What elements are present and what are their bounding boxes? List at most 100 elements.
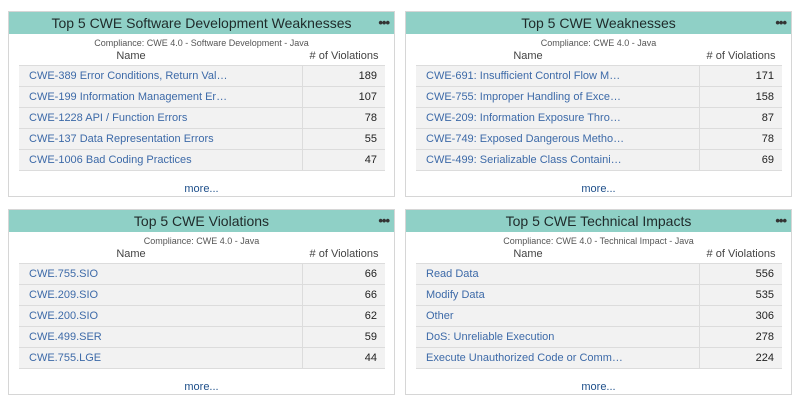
table-row: CWE.755.SIO 66 — [19, 264, 385, 285]
row-name-link[interactable]: CWE-199 Information Management Er… — [19, 87, 303, 107]
table-header: Name # of Violations — [416, 247, 782, 261]
more-link[interactable]: more... — [581, 381, 616, 393]
table-body: Read Data 556 Modify Data 535 Other 306 … — [416, 263, 782, 369]
table-body: CWE.755.SIO 66 CWE.209.SIO 66 CWE.200.SI… — [19, 263, 385, 369]
row-name-link[interactable]: CWE-209: Information Exposure Thro… — [416, 108, 700, 128]
more-options-icon[interactable]: ••• — [775, 213, 787, 228]
row-violation-count: 535 — [755, 289, 774, 301]
widget-title: Top 5 CWE Software Development Weaknesse… — [51, 15, 352, 31]
more-link[interactable]: more... — [581, 183, 616, 195]
row-violation-count: 224 — [755, 352, 774, 364]
table-row: CWE.200.SIO 62 — [19, 306, 385, 327]
row-violation-count: 107 — [358, 91, 377, 103]
row-violation-count: 44 — [364, 352, 377, 364]
table-row: Modify Data 535 — [416, 285, 782, 306]
widget-title: Top 5 CWE Weaknesses — [521, 15, 676, 31]
table-row: CWE.499.SER 59 — [19, 327, 385, 348]
row-name-link[interactable]: CWE.209.SIO — [19, 285, 303, 305]
row-name-link[interactable]: Execute Unauthorized Code or Comm… — [416, 348, 700, 368]
table-row: Execute Unauthorized Code or Comm… 224 — [416, 348, 782, 369]
row-violation-count: 171 — [755, 70, 774, 82]
table-body: CWE-691: Insufficient Control Flow M… 17… — [416, 65, 782, 171]
table-header: Name # of Violations — [416, 49, 782, 63]
column-header-violations: # of Violations — [706, 50, 776, 62]
more-options-icon[interactable]: ••• — [378, 15, 390, 30]
table-row: CWE-199 Information Management Er… 107 — [19, 87, 385, 108]
table-row: CWE-137 Data Representation Errors 55 — [19, 129, 385, 150]
table-row: CWE-755: Improper Handling of Exce… 158 — [416, 87, 782, 108]
row-name-link[interactable]: Other — [416, 306, 700, 326]
row-name-link[interactable]: CWE-755: Improper Handling of Exce… — [416, 87, 700, 107]
table-row: CWE-209: Information Exposure Thro… 87 — [416, 108, 782, 129]
table-row: CWE-691: Insufficient Control Flow M… 17… — [416, 66, 782, 87]
row-name-link[interactable]: CWE-1006 Bad Coding Practices — [19, 150, 303, 170]
widget-panel: Top 5 CWE Software Development Weaknesse… — [8, 11, 395, 197]
table-row: CWE.755.LGE 44 — [19, 348, 385, 369]
widget-panel: Top 5 CWE Technical Impacts ••• Complian… — [405, 209, 792, 395]
row-violation-count: 47 — [364, 154, 377, 166]
table-row: CWE-499: Serializable Class Containi… 69 — [416, 150, 782, 171]
widget-subtitle: Compliance: CWE 4.0 - Java — [143, 236, 260, 246]
widget-title: Top 5 CWE Technical Impacts — [505, 213, 692, 229]
row-violation-count: 78 — [761, 133, 774, 145]
table-row: CWE.209.SIO 66 — [19, 285, 385, 306]
table-row: CWE-749: Exposed Dangerous Metho… 78 — [416, 129, 782, 150]
column-header-name: Name — [513, 248, 543, 260]
column-header-name: Name — [116, 248, 146, 260]
row-name-link[interactable]: CWE.755.LGE — [19, 348, 303, 368]
widget-header: Top 5 CWE Software Development Weaknesse… — [9, 12, 394, 34]
row-violation-count: 556 — [755, 268, 774, 280]
row-name-link[interactable]: Read Data — [416, 264, 700, 284]
row-violation-count: 55 — [364, 133, 377, 145]
row-violation-count: 66 — [364, 268, 377, 280]
row-violation-count: 59 — [364, 331, 377, 343]
row-name-link[interactable]: CWE-389 Error Conditions, Return Val… — [19, 66, 303, 86]
row-violation-count: 158 — [755, 91, 774, 103]
table-header: Name # of Violations — [19, 247, 385, 261]
row-name-link[interactable]: CWE-749: Exposed Dangerous Metho… — [416, 129, 700, 149]
widget-panel: Top 5 CWE Weaknesses ••• Compliance: CWE… — [405, 11, 792, 197]
widget-subtitle: Compliance: CWE 4.0 - Software Developme… — [94, 38, 309, 48]
more-link[interactable]: more... — [184, 381, 219, 393]
table-row: DoS: Unreliable Execution 278 — [416, 327, 782, 348]
row-violation-count: 278 — [755, 331, 774, 343]
row-name-link[interactable]: CWE-499: Serializable Class Containi… — [416, 150, 700, 170]
widget-subtitle: Compliance: CWE 4.0 - Technical Impact -… — [503, 236, 694, 246]
row-name-link[interactable]: Modify Data — [416, 285, 700, 305]
row-name-link[interactable]: CWE-137 Data Representation Errors — [19, 129, 303, 149]
table-header: Name # of Violations — [19, 49, 385, 63]
column-header-violations: # of Violations — [309, 50, 379, 62]
widget-header: Top 5 CWE Technical Impacts ••• — [406, 210, 791, 232]
row-violation-count: 66 — [364, 289, 377, 301]
row-name-link[interactable]: DoS: Unreliable Execution — [416, 327, 700, 347]
row-violation-count: 78 — [364, 112, 377, 124]
row-name-link[interactable]: CWE.499.SER — [19, 327, 303, 347]
row-name-link[interactable]: CWE-1228 API / Function Errors — [19, 108, 303, 128]
more-link[interactable]: more... — [184, 183, 219, 195]
widget-header: Top 5 CWE Weaknesses ••• — [406, 12, 791, 34]
column-header-violations: # of Violations — [309, 248, 379, 260]
column-header-violations: # of Violations — [706, 248, 776, 260]
column-header-name: Name — [513, 50, 543, 62]
row-violation-count: 306 — [755, 310, 774, 322]
row-violation-count: 62 — [364, 310, 377, 322]
row-violation-count: 189 — [358, 70, 377, 82]
table-row: CWE-1228 API / Function Errors 78 — [19, 108, 385, 129]
row-name-link[interactable]: CWE.755.SIO — [19, 264, 303, 284]
table-body: CWE-389 Error Conditions, Return Val… 18… — [19, 65, 385, 171]
widget-header: Top 5 CWE Violations ••• — [9, 210, 394, 232]
table-row: CWE-1006 Bad Coding Practices 47 — [19, 150, 385, 171]
table-row: Other 306 — [416, 306, 782, 327]
row-violation-count: 69 — [761, 154, 774, 166]
more-options-icon[interactable]: ••• — [378, 213, 390, 228]
widget-panel: Top 5 CWE Violations ••• Compliance: CWE… — [8, 209, 395, 395]
row-name-link[interactable]: CWE.200.SIO — [19, 306, 303, 326]
row-violation-count: 87 — [761, 112, 774, 124]
column-header-name: Name — [116, 50, 146, 62]
table-row: Read Data 556 — [416, 264, 782, 285]
row-name-link[interactable]: CWE-691: Insufficient Control Flow M… — [416, 66, 700, 86]
widget-subtitle: Compliance: CWE 4.0 - Java — [540, 38, 657, 48]
more-options-icon[interactable]: ••• — [775, 15, 787, 30]
table-row: CWE-389 Error Conditions, Return Val… 18… — [19, 66, 385, 87]
widget-title: Top 5 CWE Violations — [133, 213, 270, 229]
